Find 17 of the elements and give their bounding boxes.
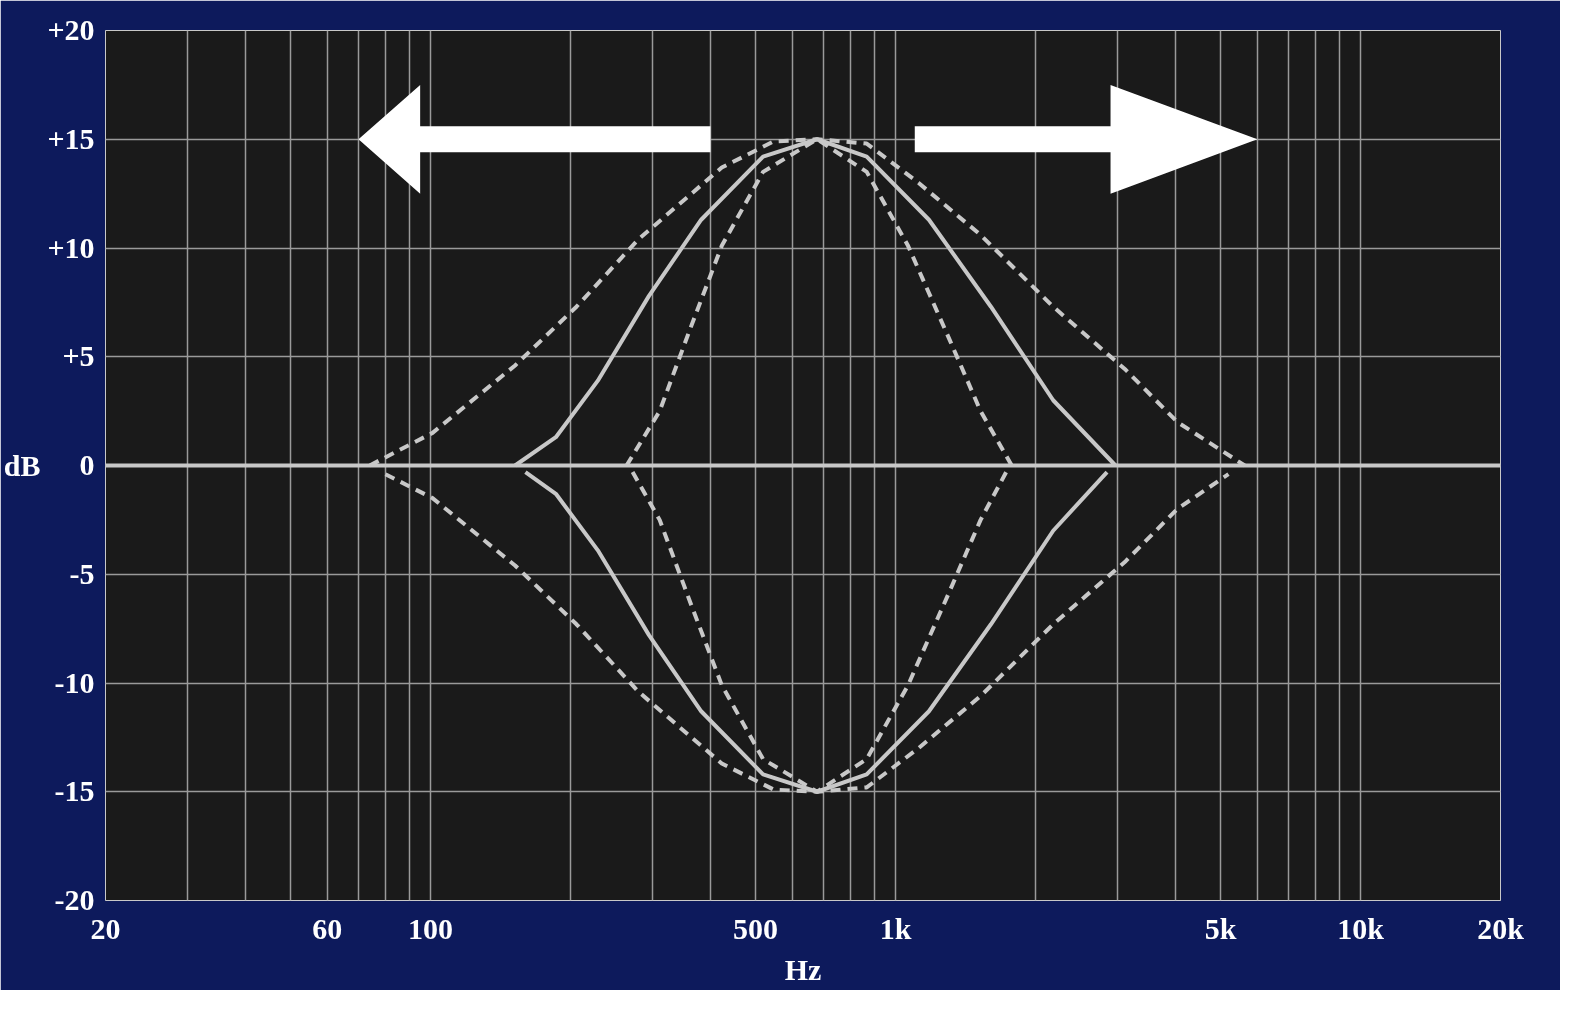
y-axis-title: dB xyxy=(3,449,41,482)
x-tick-label: 5k xyxy=(1204,911,1237,945)
y-tick-label: 0 xyxy=(79,448,95,481)
y-tick-label: -5 xyxy=(69,556,95,590)
x-axis-title: Hz xyxy=(784,952,822,986)
x-tick-label: 60 xyxy=(312,911,343,945)
x-tick-label: 20k xyxy=(1477,911,1525,945)
y-tick-label: +5 xyxy=(62,339,95,373)
y-tick-label: -10 xyxy=(54,665,95,699)
y-tick-label: -15 xyxy=(54,774,95,808)
x-tick-label: 1k xyxy=(879,911,912,945)
y-tick-label: +15 xyxy=(47,121,95,155)
y-tick-label: +20 xyxy=(47,13,95,46)
x-tick-label: 100 xyxy=(408,911,454,945)
x-tick-label: 500 xyxy=(733,911,779,945)
x-tick-label: 10k xyxy=(1337,911,1385,945)
y-tick-label: +10 xyxy=(47,230,95,264)
